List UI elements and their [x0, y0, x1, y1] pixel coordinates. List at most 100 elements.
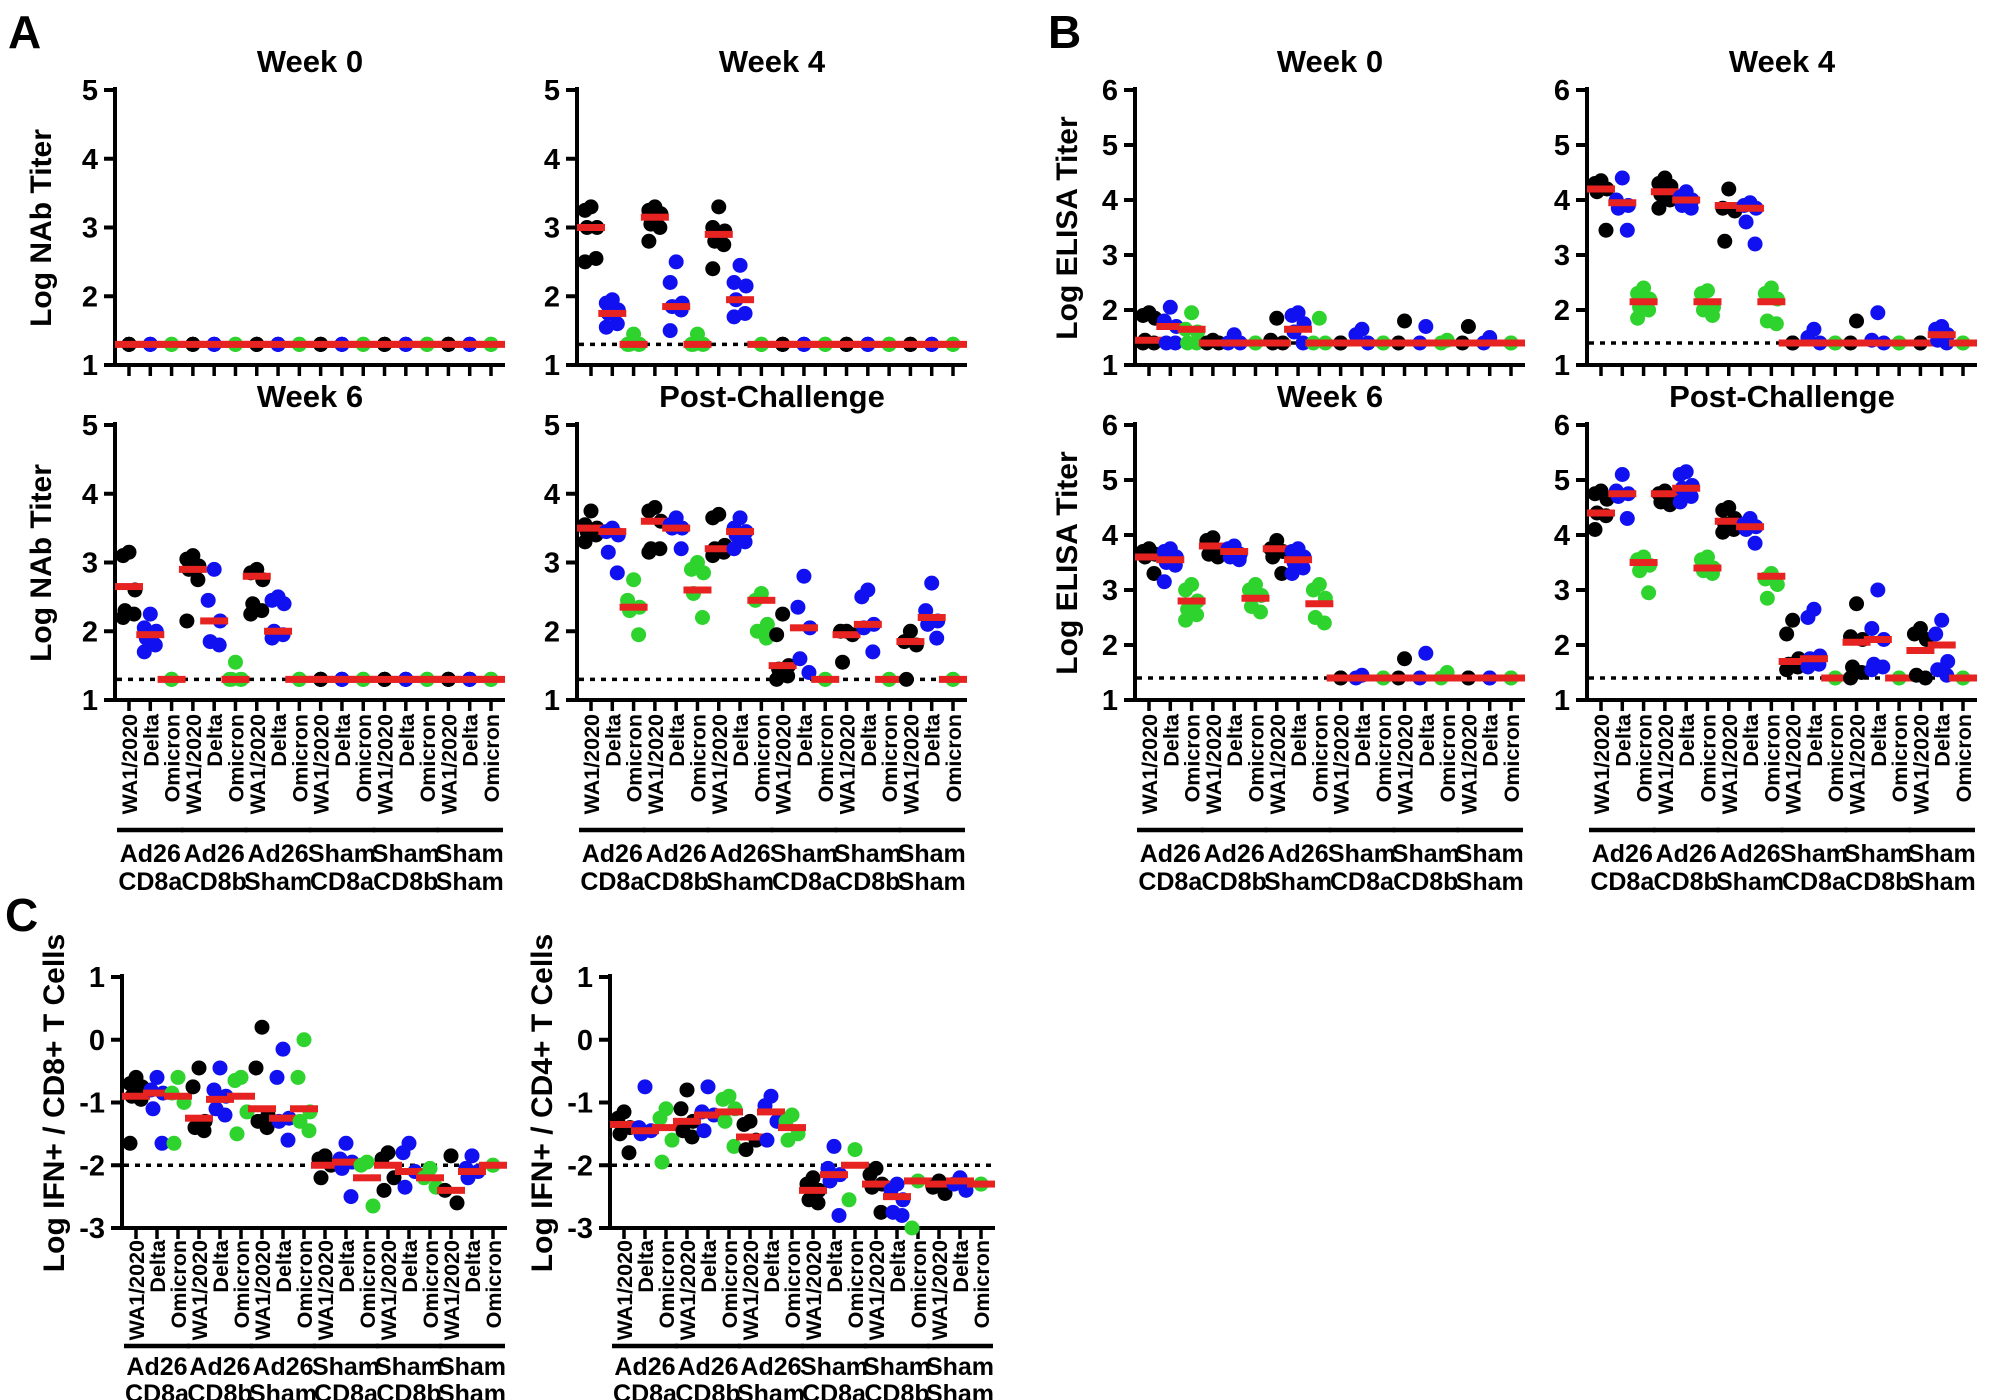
y-axis-tick-label: 1	[82, 350, 98, 382]
group-label-line1: Sham	[1392, 840, 1460, 868]
group-label-line1: Ad26	[184, 840, 245, 868]
median-bar	[673, 1117, 701, 1125]
data-point	[301, 1123, 317, 1139]
median-bar	[917, 614, 946, 621]
median-bar	[640, 213, 669, 221]
median-bar	[242, 572, 271, 580]
data-point	[1843, 670, 1859, 686]
y-axis-tick-label: 1	[544, 350, 560, 382]
median-bar	[395, 1168, 423, 1176]
data-point	[1630, 286, 1646, 301]
median-bar	[768, 340, 797, 348]
data-point	[254, 1019, 270, 1035]
data-point	[612, 1126, 628, 1142]
variant-label: Omicron	[1696, 714, 1720, 802]
median-bar	[619, 603, 648, 611]
data-point	[705, 510, 721, 526]
y-axis-tick-label: 3	[1554, 240, 1570, 272]
plot-title-elisa-week4: Week 4	[1728, 44, 1836, 79]
group-label-line1: Ad26	[1656, 840, 1717, 868]
variant-label: Omicron	[1633, 714, 1657, 802]
group-label-line1: Ad26	[1204, 840, 1265, 868]
variant-label: WA1/2020	[1394, 714, 1418, 814]
median-bar	[862, 1180, 890, 1188]
data-point	[1619, 222, 1635, 238]
median-bar	[221, 340, 250, 348]
variant-label: WA1/2020	[772, 714, 796, 814]
data-point	[1934, 612, 1950, 628]
variant-label: WA1/2020	[437, 714, 461, 814]
subplot-A-week6: 12345WA1/2020DeltaOmicronWA1/2020DeltaOm…	[82, 410, 505, 896]
median-bar	[332, 1158, 360, 1166]
median-bar	[479, 1161, 507, 1169]
data-point	[1632, 563, 1648, 579]
data-point	[684, 1129, 700, 1145]
variant-label: WA1/2020	[1457, 714, 1481, 814]
variant-label: WA1/2020	[377, 1240, 401, 1340]
data-point	[1785, 612, 1801, 628]
data-point	[705, 261, 721, 277]
y-axis-tick-label: 2	[82, 281, 98, 313]
plot-title-elisa-postchallenge: Post-Challenge	[1669, 379, 1895, 414]
data-point	[577, 202, 593, 218]
y-axis-tick-label: 1	[1554, 685, 1570, 717]
median-bar	[1693, 564, 1722, 572]
data-point	[1418, 645, 1434, 661]
data-point	[1717, 233, 1733, 249]
data-point	[1672, 467, 1688, 482]
data-point	[1311, 310, 1327, 326]
group-label-line1: Ad26	[646, 840, 707, 868]
median-bar	[1497, 339, 1525, 347]
variant-label: Delta	[921, 713, 945, 767]
group-label-line1: Sham	[863, 1353, 931, 1381]
variant-label: WA1/2020	[118, 714, 142, 814]
data-point	[1779, 626, 1795, 642]
median-bar	[285, 340, 314, 348]
median-bar	[1672, 196, 1701, 204]
y-axis-tick-label: 1	[1554, 350, 1570, 382]
median-bar	[1135, 553, 1163, 561]
variant-label: WA1/2020	[899, 714, 923, 814]
median-bar	[285, 675, 314, 683]
y-axis-tick-label: 2	[82, 616, 98, 648]
median-bar	[1177, 597, 1206, 605]
median-bar	[939, 675, 967, 683]
variant-label: Omicron	[718, 1240, 742, 1328]
variant-label: Omicron	[167, 1240, 191, 1328]
median-bar	[853, 340, 882, 348]
median-bar	[662, 303, 691, 311]
data-point	[206, 561, 222, 577]
data-point	[715, 1091, 731, 1107]
group-label-line2: CD8a	[1590, 868, 1655, 896]
median-bar	[1220, 548, 1249, 555]
median-bar	[1885, 674, 1914, 682]
data-point	[847, 1142, 863, 1158]
median-bar	[1608, 199, 1637, 207]
median-bar	[1736, 204, 1765, 212]
data-point	[1917, 670, 1933, 686]
data-point	[1348, 327, 1364, 343]
variant-label: Delta	[1675, 713, 1699, 767]
median-bar	[652, 1124, 680, 1132]
group-label-line1: Ad26	[614, 1353, 675, 1381]
group-label-line1: Sham	[800, 1353, 868, 1381]
y-axis-tick-label: 3	[1102, 575, 1118, 607]
variant-label: WA1/2020	[1846, 714, 1870, 814]
variant-label: Omicron	[1824, 714, 1848, 802]
y-axis-tick-label: 3	[82, 548, 98, 580]
median-bar	[136, 631, 165, 639]
data-point	[873, 1204, 889, 1220]
subplot-A-postchallenge: 12345WA1/2020DeltaOmicronWA1/2020DeltaOm…	[544, 410, 967, 896]
data-point	[115, 610, 131, 625]
variant-label: Omicron	[623, 714, 647, 802]
median-bar	[704, 230, 733, 238]
median-bar	[1262, 339, 1291, 347]
data-point	[1587, 486, 1603, 502]
variant-label: Omicron	[480, 714, 504, 802]
subplot-A-week0: 1 2 3 4 5	[82, 75, 505, 382]
y-axis-tick-label: 6	[1554, 75, 1570, 107]
median-bar	[200, 340, 229, 348]
group-label-line2: Sham	[1456, 868, 1524, 896]
variant-label: WA1/2020	[802, 1240, 826, 1340]
median-bar	[704, 545, 733, 553]
